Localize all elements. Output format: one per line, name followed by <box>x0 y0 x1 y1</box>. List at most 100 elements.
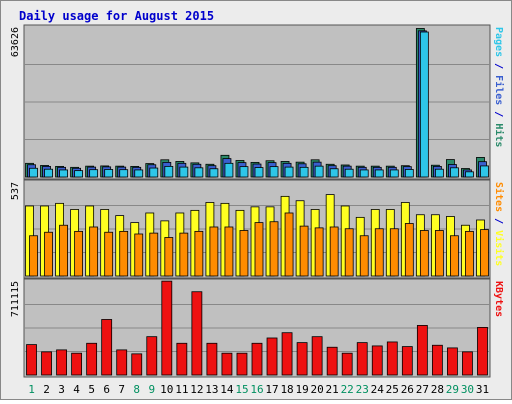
day-label-14: 14 <box>220 383 234 396</box>
day-label-20: 20 <box>311 383 324 396</box>
bar-pages-day-6 <box>104 169 114 178</box>
day-label-12: 12 <box>190 383 203 396</box>
day-label-7: 7 <box>118 383 125 396</box>
bar-sites-day-21 <box>329 226 339 277</box>
panel-legend: Pages / Files / Hits <box>493 27 505 147</box>
bar-sites-day-9 <box>149 232 159 277</box>
panel-legend: Sites / Visits <box>493 182 505 266</box>
day-label-19: 19 <box>295 383 308 396</box>
day-label-23: 23 <box>356 383 369 396</box>
bar-pages-day-30 <box>465 171 474 178</box>
bar-pages-day-12 <box>194 167 204 178</box>
bar-pages-day-15 <box>239 166 249 178</box>
bar-sites-day-7 <box>119 230 129 277</box>
bar-sites-day-13 <box>209 226 219 277</box>
bar-pages-day-26 <box>404 169 414 178</box>
day-label-16: 16 <box>250 383 263 396</box>
bar-sites-day-22 <box>344 228 354 277</box>
bar-kbytes-day-5 <box>86 342 98 376</box>
bar-sites-day-24 <box>374 228 384 277</box>
chart-title: Daily usage for August 2015 <box>19 9 214 23</box>
bar-kbytes-day-17 <box>266 337 278 376</box>
legend-entry: Visits <box>493 230 505 266</box>
bar-kbytes-day-13 <box>206 342 218 376</box>
bar-pages-day-28 <box>434 168 444 178</box>
bar-pages-day-2 <box>44 168 53 178</box>
day-label-27: 27 <box>416 383 429 396</box>
day-label-6: 6 <box>103 383 110 396</box>
day-label-25: 25 <box>386 383 399 396</box>
bar-kbytes-day-3 <box>56 349 67 376</box>
bar-sites-day-30 <box>465 230 474 277</box>
bar-pages-day-20 <box>314 165 324 178</box>
bar-kbytes-day-15 <box>236 352 248 376</box>
bar-pages-day-7 <box>119 169 129 178</box>
panel-max-label: 711115 <box>10 281 21 317</box>
legend-entry: / <box>493 212 504 230</box>
day-label-11: 11 <box>175 383 188 396</box>
bar-sites-day-23 <box>359 235 369 277</box>
legend-entry: Pages <box>493 27 504 57</box>
bar-pages-day-24 <box>374 169 384 178</box>
bar-pages-day-19 <box>299 166 309 178</box>
bar-kbytes-day-23 <box>356 342 368 376</box>
bar-kbytes-day-8 <box>131 353 143 376</box>
day-label-29: 29 <box>446 383 459 396</box>
day-label-17: 17 <box>265 383 278 396</box>
bar-sites-day-2 <box>44 231 53 277</box>
bar-kbytes-day-7 <box>116 349 128 376</box>
bar-kbytes-day-19 <box>296 342 308 376</box>
bar-kbytes-day-28 <box>431 344 443 376</box>
day-label-28: 28 <box>431 383 444 396</box>
day-label-2: 2 <box>43 383 50 396</box>
day-label-5: 5 <box>88 383 95 396</box>
bar-pages-day-3 <box>59 169 68 178</box>
day-label-10: 10 <box>160 383 173 396</box>
bar-pages-day-11 <box>179 166 189 178</box>
bar-kbytes-day-16 <box>251 342 263 376</box>
day-label-31: 31 <box>476 383 489 396</box>
bar-pages-day-22 <box>344 168 354 178</box>
day-label-1: 1 <box>28 383 35 396</box>
bar-sites-day-14 <box>224 226 234 277</box>
bar-kbytes-day-18 <box>281 332 293 376</box>
bar-kbytes-day-11 <box>176 342 188 376</box>
bar-sites-day-1 <box>29 235 38 277</box>
bar-kbytes-day-24 <box>371 345 383 376</box>
bar-kbytes-day-26 <box>401 346 413 376</box>
bar-pages-day-5 <box>89 169 99 178</box>
day-label-21: 21 <box>326 383 339 396</box>
chart-panels: 63626 Pages / Files / Hits 537 Sites / Visi… <box>10 24 505 378</box>
bar-pages-day-13 <box>209 168 219 178</box>
bar-sites-day-12 <box>194 230 204 277</box>
day-label-3: 3 <box>58 383 65 396</box>
bar-kbytes-day-20 <box>311 336 323 376</box>
day-label-18: 18 <box>280 383 293 396</box>
bar-sites-day-17 <box>269 221 279 277</box>
day-label-24: 24 <box>371 383 385 396</box>
bar-kbytes-day-1 <box>26 344 37 376</box>
bar-sites-day-11 <box>179 232 189 277</box>
bar-kbytes-day-10 <box>161 280 173 376</box>
bar-sites-day-19 <box>299 225 309 277</box>
bar-kbytes-day-12 <box>191 291 203 376</box>
bar-kbytes-day-6 <box>101 319 113 376</box>
day-label-15: 15 <box>235 383 248 396</box>
bar-kbytes-day-29 <box>447 347 458 376</box>
bar-pages-day-16 <box>254 167 264 178</box>
bar-sites-day-28 <box>434 230 444 277</box>
bar-sites-day-20 <box>314 227 324 277</box>
day-label-26: 26 <box>401 383 414 396</box>
legend-entry: Files <box>493 75 505 105</box>
day-label-8: 8 <box>133 383 140 396</box>
bar-pages-day-23 <box>359 169 369 178</box>
panel-legend: KBytes <box>493 281 504 317</box>
bar-sites-day-3 <box>59 224 68 277</box>
bar-sites-day-27 <box>419 230 429 277</box>
bar-pages-day-1 <box>29 167 38 178</box>
bar-pages-day-8 <box>134 169 144 178</box>
bar-kbytes-day-2 <box>41 351 52 376</box>
bar-kbytes-day-25 <box>386 341 398 376</box>
bar-kbytes-day-14 <box>221 352 233 376</box>
